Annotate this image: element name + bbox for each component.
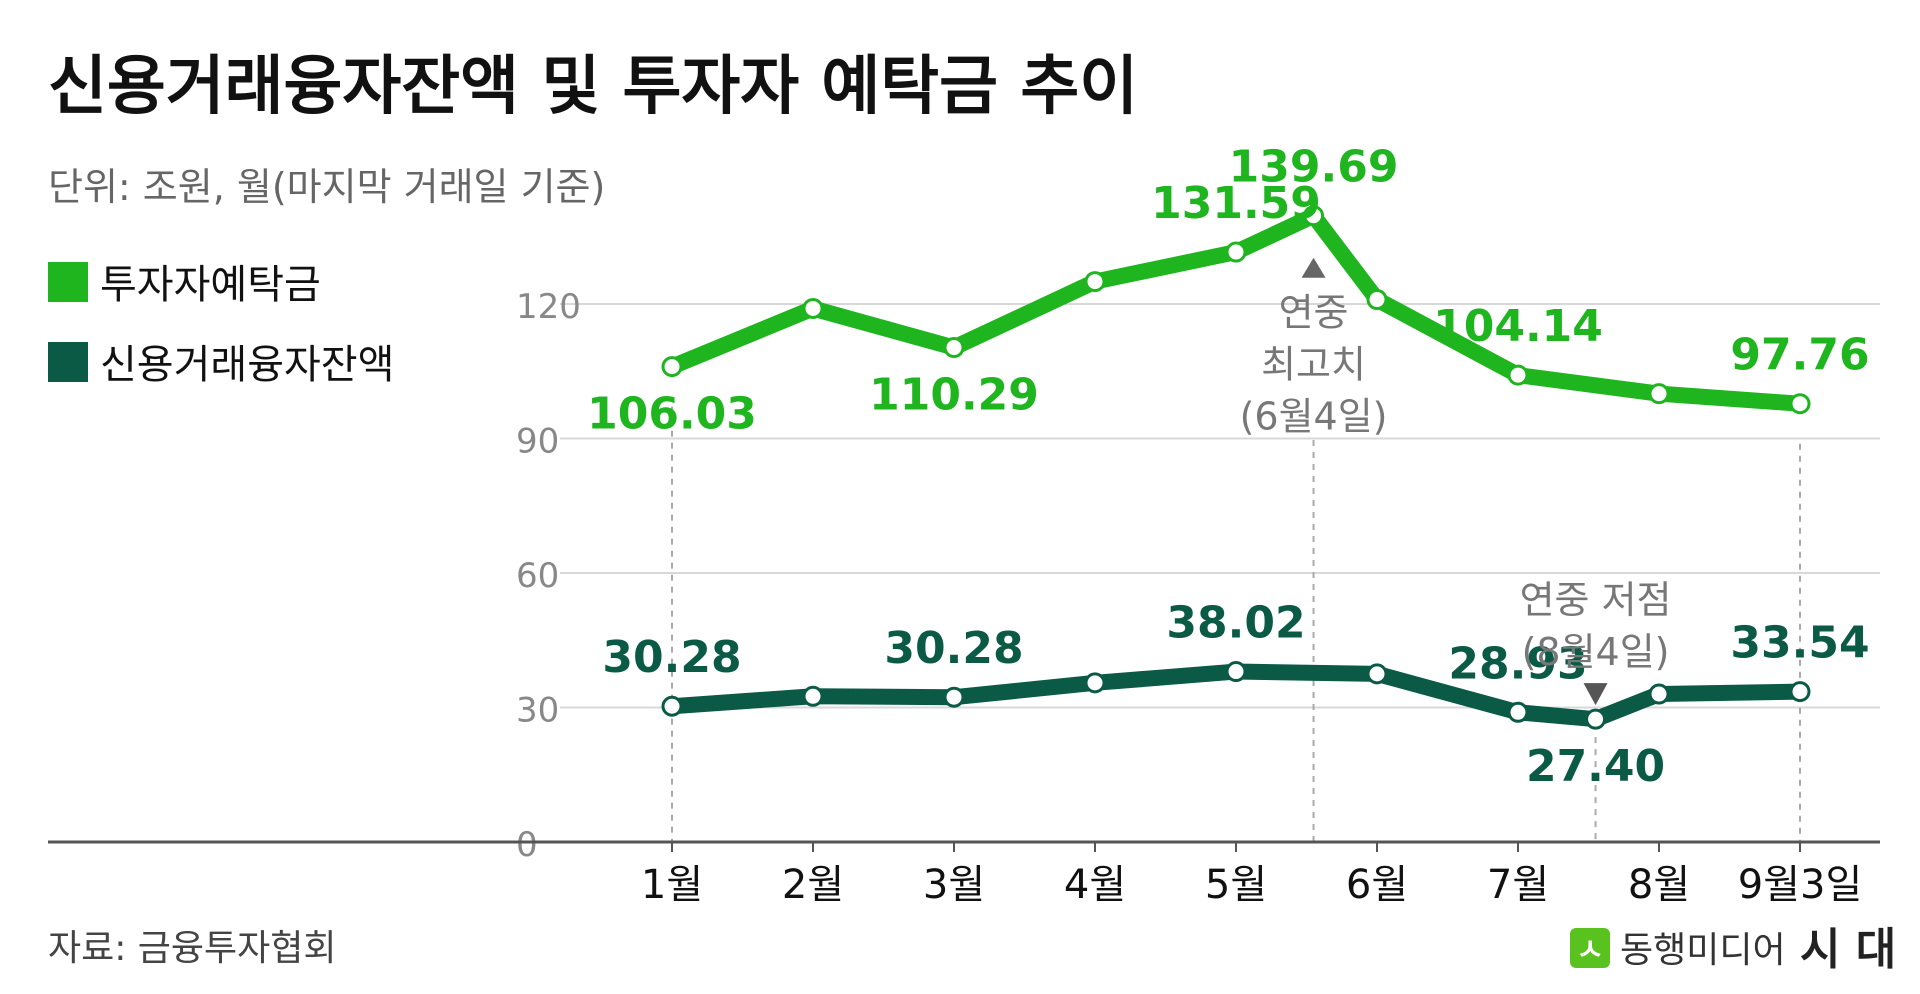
- data-point: [1225, 241, 1247, 263]
- chart-subtitle: 단위: 조원, 월(마지막 거래일 기준): [48, 165, 605, 209]
- brand-name: 동행미디어: [1620, 930, 1786, 971]
- data-point: [661, 695, 683, 717]
- data-label: 104.14: [1433, 301, 1603, 352]
- annotation-text: (8월4일): [1522, 630, 1670, 674]
- series-line: [664, 207, 1808, 412]
- series-line: [664, 663, 1808, 728]
- data-point: [661, 356, 683, 378]
- data-point: [802, 685, 824, 707]
- brand-logo-letter: ㅅ: [1576, 933, 1604, 968]
- data-point: [1789, 393, 1811, 415]
- data-point: [943, 337, 965, 359]
- data-points: [661, 205, 1811, 730]
- y-axis-ticks: 0 30 60 90 120: [516, 287, 581, 865]
- data-point: [1084, 672, 1106, 694]
- annotation-text: 연중 저점: [1520, 578, 1672, 622]
- x-tick-label: 5월: [1205, 862, 1267, 908]
- series-lines: [664, 207, 1808, 728]
- y-tick-label: 0: [516, 825, 538, 865]
- data-label: 106.03: [587, 389, 757, 440]
- annotation-arrow: [1301, 257, 1326, 278]
- x-tick-label: 3월: [923, 862, 985, 908]
- x-axis-ticks: 1월 2월 3월 4월 5월 6월 7월 8월 9월3일: [641, 842, 1862, 908]
- y-tick-label: 30: [516, 691, 559, 731]
- data-label: 97.76: [1730, 330, 1869, 381]
- data-point: [1789, 681, 1811, 703]
- x-tick-label: 9월3일: [1738, 862, 1863, 908]
- data-point: [1648, 383, 1670, 405]
- legend-swatch-credit: [48, 342, 88, 382]
- annotation-text: (6월4일): [1240, 395, 1388, 439]
- data-label: 110.29: [869, 370, 1039, 421]
- data-label: 28.93: [1448, 638, 1587, 689]
- data-point: [1225, 661, 1247, 683]
- data-point: [1303, 205, 1325, 227]
- data-point: [1084, 271, 1106, 293]
- x-tick-label: 6월: [1346, 862, 1408, 908]
- data-point: [1366, 289, 1388, 311]
- data-point: [1648, 683, 1670, 705]
- legend-label-deposit: 투자자예탁금: [100, 262, 321, 308]
- brand-logo-mark: [1570, 928, 1610, 968]
- data-label: 139.69: [1229, 142, 1399, 193]
- grid-lines: [560, 303, 1880, 709]
- data-point: [1366, 663, 1388, 685]
- data-point: [802, 297, 824, 319]
- data-point: [943, 686, 965, 708]
- guide-lines: [671, 406, 1801, 842]
- source-note: 자료: 금융투자협회: [48, 928, 337, 969]
- brand-logo: ㅅ 동행미디어 시 대: [1570, 924, 1896, 975]
- data-point: [1507, 701, 1529, 723]
- y-tick-label: 120: [516, 287, 581, 327]
- data-label: 27.40: [1526, 741, 1665, 792]
- data-label: 38.02: [1166, 598, 1305, 649]
- brand-name-strong: 시 대: [1800, 924, 1896, 975]
- y-tick-label: 60: [516, 556, 559, 596]
- x-tick-label: 8월: [1628, 862, 1690, 908]
- annotation-text: 최고치: [1261, 343, 1366, 387]
- data-label: 30.28: [884, 623, 1023, 674]
- data-point: [1585, 708, 1607, 730]
- annotation-text: 연중: [1279, 291, 1349, 335]
- data-label: 131.59: [1151, 178, 1321, 229]
- data-point: [1507, 364, 1529, 386]
- annotation-arrow: [1583, 683, 1608, 706]
- data-label: 30.28: [602, 632, 741, 683]
- x-tick-label: 1월: [641, 862, 703, 908]
- x-tick-label: 7월: [1487, 862, 1549, 908]
- y-tick-label: 90: [516, 422, 559, 462]
- data-label: 33.54: [1730, 618, 1869, 669]
- chart-title: 신용거래융자잔액 및 투자자 예탁금 추이: [48, 50, 1138, 124]
- x-tick-label: 4월: [1064, 862, 1126, 908]
- legend-swatch-deposit: [48, 262, 88, 302]
- x-tick-label: 2월: [782, 862, 844, 908]
- legend-label-credit: 신용거래융자잔액: [100, 342, 394, 388]
